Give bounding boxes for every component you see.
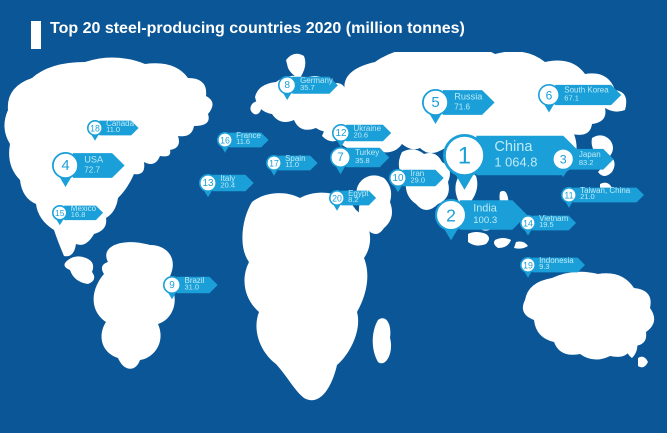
svg-text:100.3: 100.3 (473, 215, 497, 226)
svg-text:6: 6 (546, 88, 553, 102)
svg-text:20.4: 20.4 (220, 180, 235, 189)
svg-text:3: 3 (560, 152, 567, 166)
svg-text:29.0: 29.0 (411, 175, 426, 184)
svg-text:67.1: 67.1 (564, 94, 579, 103)
svg-text:8.2: 8.2 (348, 195, 358, 204)
svg-text:19: 19 (523, 260, 533, 270)
svg-text:7: 7 (337, 152, 343, 164)
svg-text:11.6: 11.6 (236, 137, 250, 146)
svg-text:China: China (494, 138, 533, 154)
svg-text:83.2: 83.2 (579, 158, 594, 167)
svg-text:Russia: Russia (454, 91, 483, 101)
svg-text:35.7: 35.7 (300, 83, 315, 92)
svg-text:20: 20 (332, 193, 342, 203)
svg-text:14: 14 (523, 218, 533, 228)
svg-text:72.7: 72.7 (84, 165, 100, 174)
svg-text:19.5: 19.5 (539, 220, 554, 229)
svg-text:10: 10 (393, 172, 404, 183)
svg-text:31.0: 31.0 (185, 283, 200, 292)
svg-text:16: 16 (220, 135, 230, 145)
svg-text:71.6: 71.6 (454, 102, 470, 111)
svg-text:11: 11 (564, 190, 573, 200)
svg-text:8: 8 (285, 80, 291, 91)
svg-text:35.8: 35.8 (355, 156, 370, 165)
svg-text:15: 15 (55, 208, 65, 218)
svg-text:9: 9 (169, 280, 175, 291)
svg-text:9.3: 9.3 (539, 262, 549, 271)
svg-text:USA: USA (84, 154, 104, 164)
svg-text:11.0: 11.0 (285, 160, 299, 169)
svg-text:17: 17 (269, 158, 279, 168)
svg-text:India: India (473, 202, 498, 214)
svg-text:16.8: 16.8 (71, 210, 86, 219)
svg-text:20.6: 20.6 (353, 130, 368, 139)
svg-text:11.0: 11.0 (106, 125, 120, 134)
svg-text:5: 5 (431, 95, 439, 111)
svg-text:12: 12 (335, 127, 346, 138)
svg-text:1 064.8: 1 064.8 (494, 154, 537, 169)
svg-text:2: 2 (446, 206, 456, 226)
svg-text:4: 4 (61, 158, 69, 174)
svg-text:21.0: 21.0 (580, 192, 595, 201)
svg-text:13: 13 (202, 177, 213, 188)
svg-text:18: 18 (90, 123, 100, 133)
svg-text:1: 1 (458, 143, 471, 169)
